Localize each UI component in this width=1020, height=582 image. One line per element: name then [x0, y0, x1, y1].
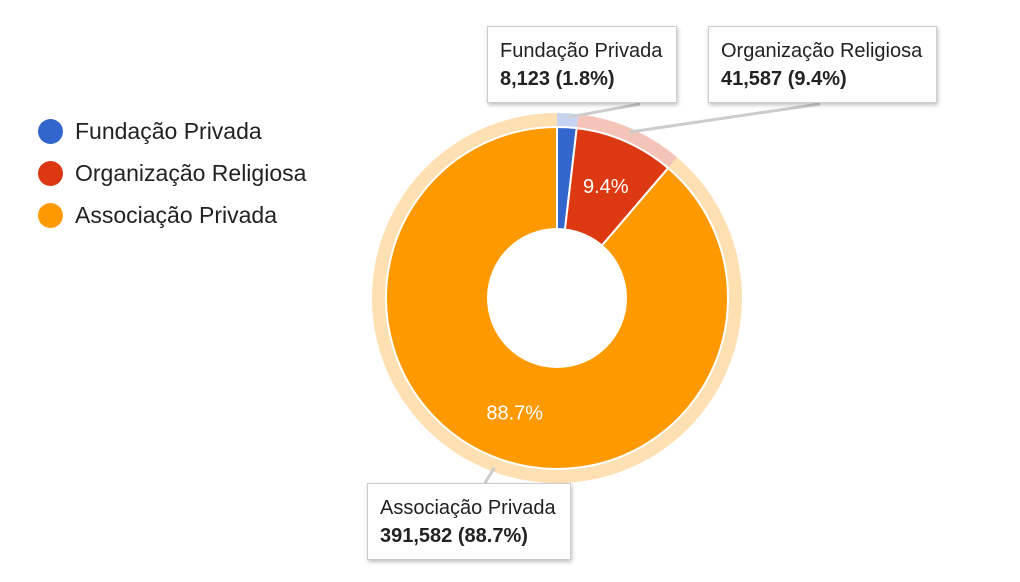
tooltip-associacao-privada: Associação Privada 391,582 (88.7%): [367, 483, 571, 560]
legend-marker-icon: [38, 118, 63, 144]
slice-labels: 9.4% 88.7%: [486, 176, 628, 424]
callout-line-associacao-privada: [483, 467, 496, 484]
tooltip-title: Organização Religiosa: [721, 40, 923, 62]
tooltip-value: 41,587 (9.4%): [721, 68, 847, 90]
tooltip-value: 391,582 (88.7%): [380, 525, 528, 547]
legend-label: Associação Privada: [75, 201, 277, 228]
legend-item-organizacao-religiosa[interactable]: Organização Religiosa: [38, 152, 306, 194]
legend-marker-icon: [38, 160, 63, 186]
tooltip-title: Associação Privada: [380, 497, 556, 519]
callout-line-organizacao-religiosa: [629, 102, 821, 134]
slice-label-associacao-privada: 88.7%: [486, 402, 543, 424]
legend-label: Organização Religiosa: [75, 159, 307, 186]
tooltip-value: 8,123 (1.8%): [500, 68, 615, 90]
legend-item-fundacao-privada[interactable]: Fundação Privada: [38, 110, 306, 152]
legend: Fundação Privada Organização Religiosa A…: [38, 110, 306, 236]
slice-label-organizacao-religiosa: 9.4%: [583, 176, 629, 198]
callout-line-fundacao-privada: [567, 102, 641, 119]
callout-lines: [483, 102, 821, 484]
legend-item-associacao-privada[interactable]: Associação Privada: [38, 194, 306, 236]
legend-marker-icon: [38, 202, 63, 228]
donut-hole: [487, 228, 627, 368]
tooltip-fundacao-privada: Fundação Privada 8,123 (1.8%): [487, 26, 678, 103]
tooltip-organizacao-religiosa: Organização Religiosa 41,587 (9.4%): [708, 26, 938, 103]
legend-label: Fundação Privada: [75, 117, 262, 144]
tooltip-title: Fundação Privada: [500, 40, 663, 62]
